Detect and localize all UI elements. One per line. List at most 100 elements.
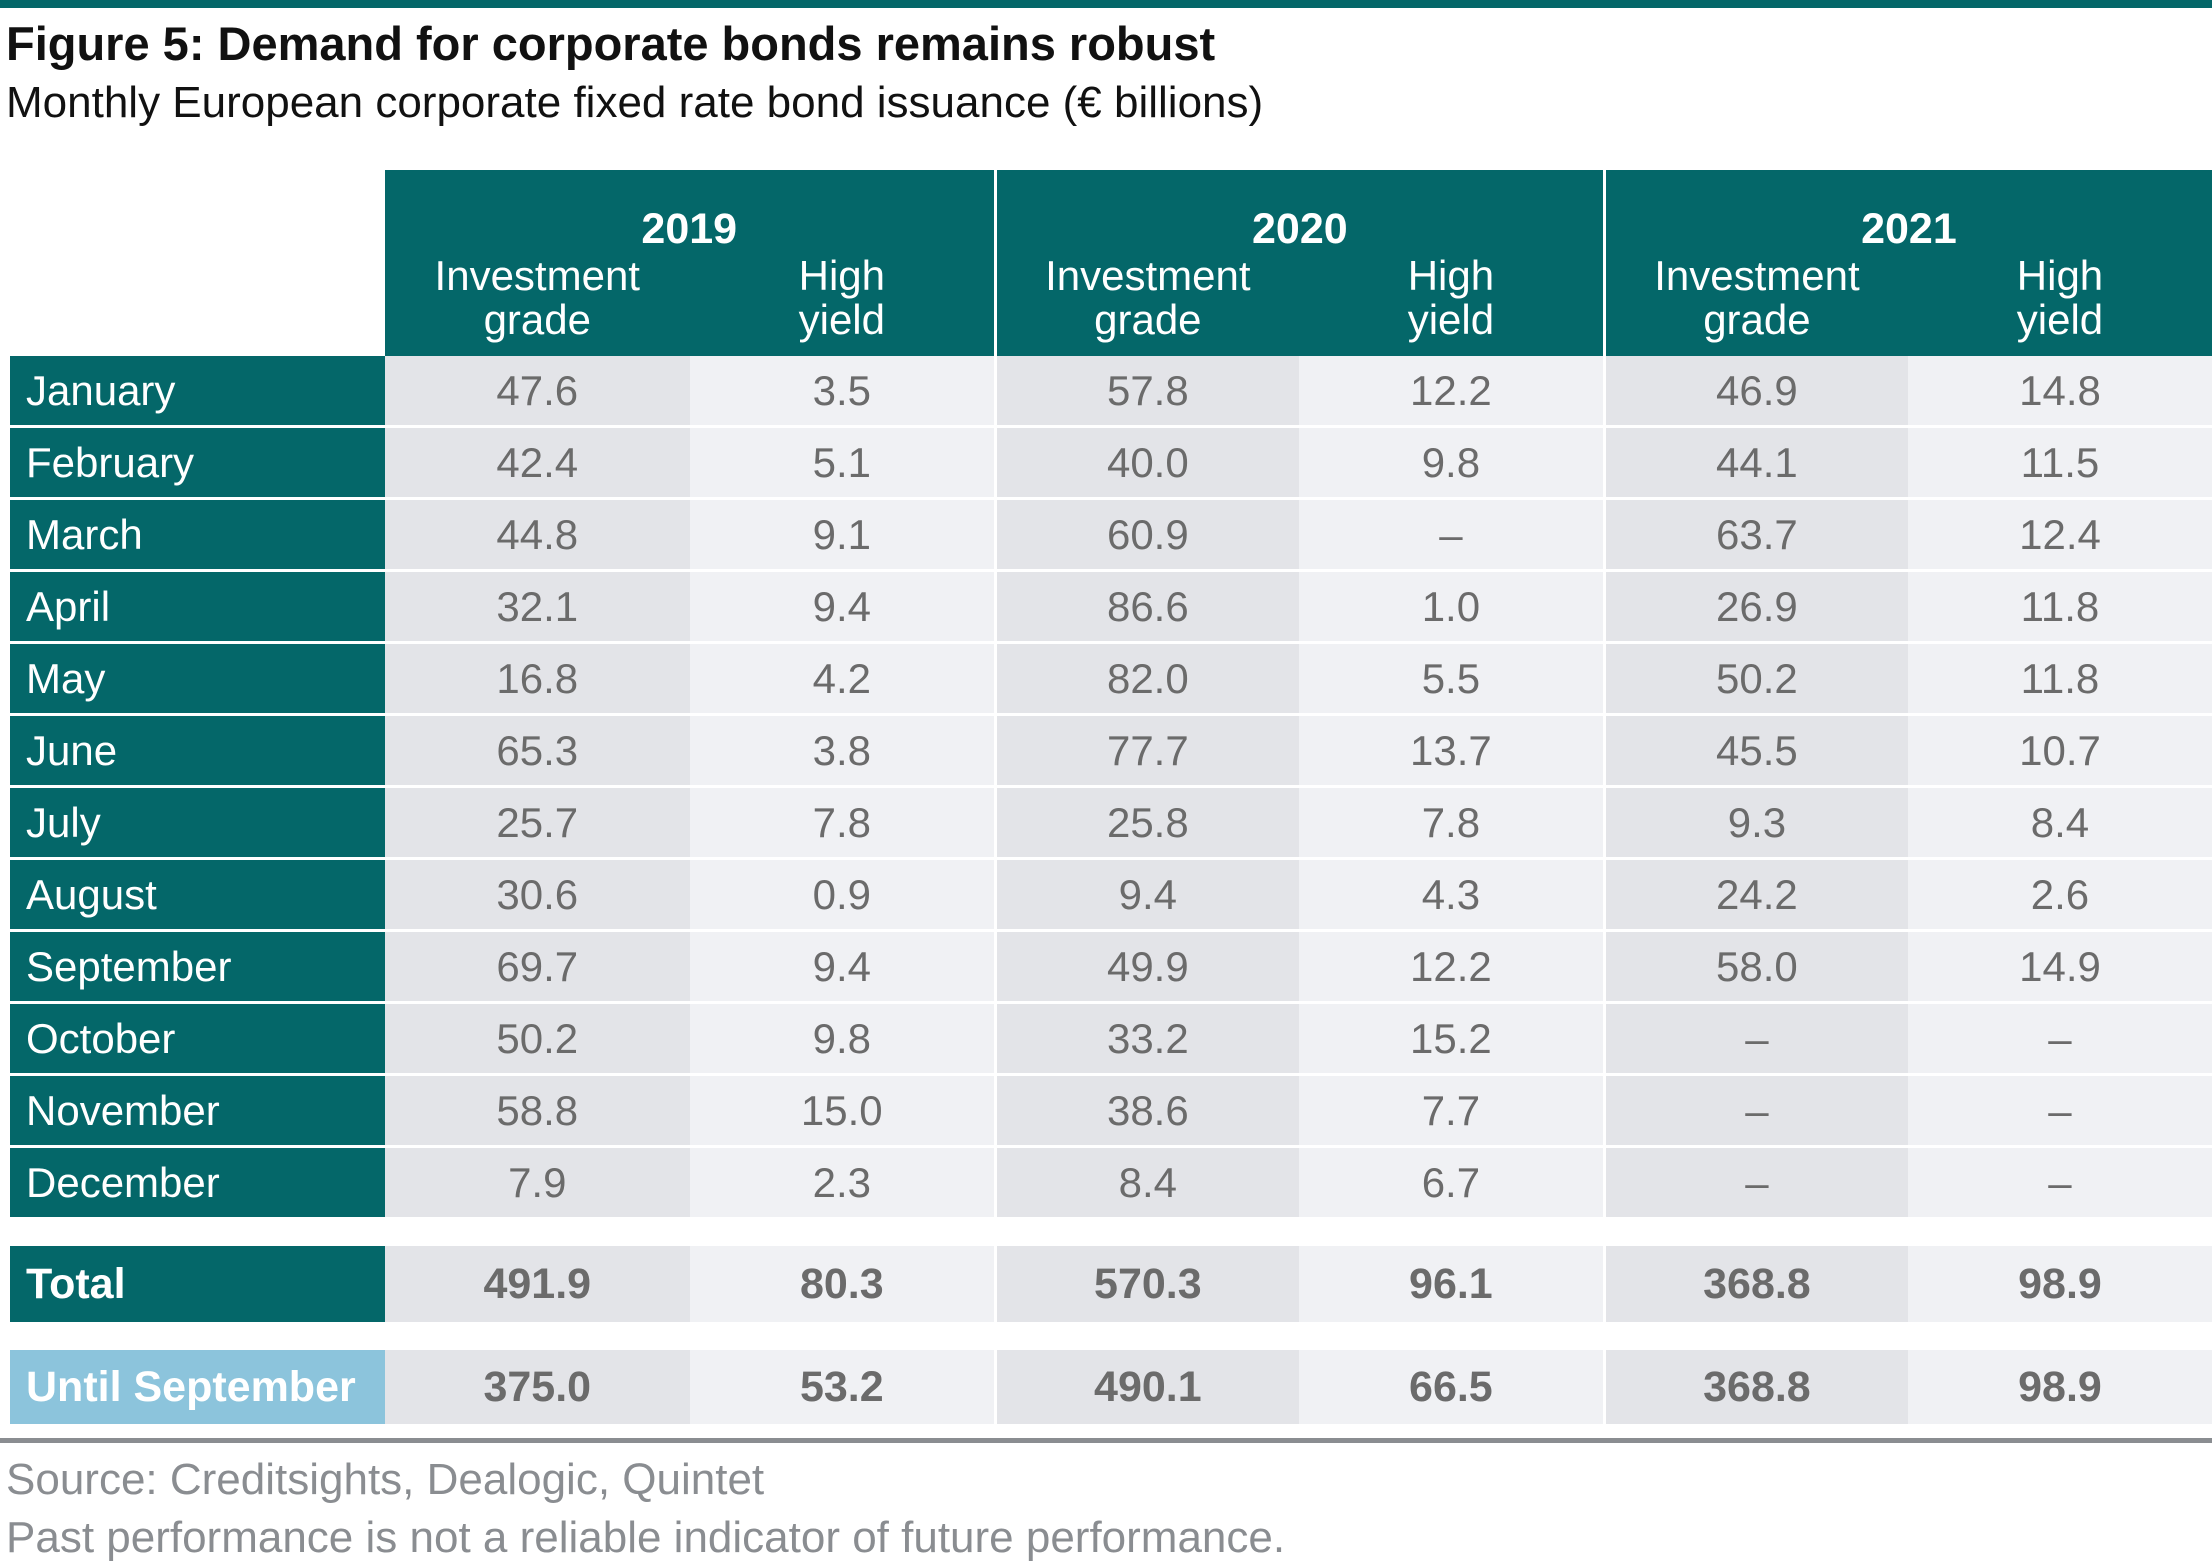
cell-value: 24.2	[1602, 860, 1908, 932]
month-label: August	[10, 860, 385, 932]
col-investment-grade-2020: Investment grade	[993, 254, 1299, 356]
table-row: April 32.1 9.4 86.6 1.0 26.9 11.8	[10, 572, 2212, 644]
month-label: October	[10, 1004, 385, 1076]
spacer-row	[10, 1220, 2212, 1246]
cell-value: 11.8	[1907, 572, 2212, 644]
category-header-row: Investment grade High yield Investment grad…	[10, 254, 2212, 356]
cell-value: 7.8	[1298, 788, 1603, 860]
figure-title: Figure 5: Demand for corporate bonds rem…	[6, 17, 1216, 70]
cell-value: 1.0	[1298, 572, 1603, 644]
total-value: 98.9	[1907, 1246, 2212, 1322]
cell-value: 9.8	[1298, 428, 1603, 500]
cell-value: 9.3	[1602, 788, 1908, 860]
cell-value: 50.2	[384, 1004, 690, 1076]
cell-value: 40.0	[993, 428, 1299, 500]
cell-value: 9.4	[689, 932, 994, 1004]
cell-value: 69.7	[384, 932, 690, 1004]
cell-value: 44.8	[384, 500, 690, 572]
until-september-value: 375.0	[384, 1350, 690, 1424]
cell-value: 9.4	[993, 860, 1299, 932]
col-investment-grade-2021: Investment grade	[1602, 254, 1908, 356]
cell-value: 38.6	[993, 1076, 1299, 1148]
cell-value: 46.9	[1602, 356, 1908, 428]
cell-value: 47.6	[384, 356, 690, 428]
until-september-value: 66.5	[1298, 1350, 1603, 1424]
table-row: May 16.8 4.2 82.0 5.5 50.2 11.8	[10, 644, 2212, 716]
cell-value: 16.8	[384, 644, 690, 716]
cell-value: 25.7	[384, 788, 690, 860]
month-label: May	[10, 644, 385, 716]
total-value: 80.3	[689, 1246, 994, 1322]
table-row: December 7.9 2.3 8.4 6.7 – –	[10, 1148, 2212, 1220]
cell-value: 82.0	[993, 644, 1299, 716]
cell-value: 3.8	[689, 716, 994, 788]
total-value: 96.1	[1298, 1246, 1603, 1322]
table-row: January 47.6 3.5 57.8 12.2 46.9 14.8	[10, 356, 2212, 428]
month-label: September	[10, 932, 385, 1004]
cell-value: –	[1602, 1148, 1908, 1220]
cell-value: 65.3	[384, 716, 690, 788]
cell-value: 49.9	[993, 932, 1299, 1004]
table-row: August 30.6 0.9 9.4 4.3 24.2 2.6	[10, 860, 2212, 932]
cell-value: 15.2	[1298, 1004, 1603, 1076]
year-header-2020: 2020	[993, 170, 1603, 254]
cell-value: 44.1	[1602, 428, 1908, 500]
total-label: Total	[10, 1246, 385, 1322]
header-corner-sub	[10, 254, 385, 356]
month-label: January	[10, 356, 385, 428]
until-september-value: 53.2	[689, 1350, 994, 1424]
cell-value: 8.4	[1907, 788, 2212, 860]
total-value: 368.8	[1602, 1246, 1908, 1322]
col-high-yield-2020: High yield	[1298, 254, 1603, 356]
cell-value: 12.2	[1298, 932, 1603, 1004]
cell-value: 45.5	[1602, 716, 1908, 788]
cell-value: –	[1298, 500, 1603, 572]
cell-value: 58.0	[1602, 932, 1908, 1004]
cell-value: 11.8	[1907, 644, 2212, 716]
cell-value: –	[1907, 1148, 2212, 1220]
until-september-row: Until September 375.0 53.2 490.1 66.5 36…	[10, 1350, 2212, 1424]
cell-value: 12.4	[1907, 500, 2212, 572]
month-label: November	[10, 1076, 385, 1148]
cell-value: 4.2	[689, 644, 994, 716]
cell-value: 3.5	[689, 356, 994, 428]
cell-value: 9.4	[689, 572, 994, 644]
cell-value: 6.7	[1298, 1148, 1603, 1220]
source-note: Source: Creditsights, Dealogic, Quintet	[6, 1455, 765, 1504]
cell-value: 10.7	[1907, 716, 2212, 788]
month-label: June	[10, 716, 385, 788]
cell-value: 9.8	[689, 1004, 994, 1076]
until-september-value: 490.1	[993, 1350, 1299, 1424]
cell-value: 14.9	[1907, 932, 2212, 1004]
cell-value: 86.6	[993, 572, 1299, 644]
header-corner	[10, 170, 385, 254]
cell-value: 7.9	[384, 1148, 690, 1220]
cell-value: 15.0	[689, 1076, 994, 1148]
cell-value: 58.8	[384, 1076, 690, 1148]
cell-value: –	[1602, 1004, 1908, 1076]
cell-value: 42.4	[384, 428, 690, 500]
until-september-value: 98.9	[1907, 1350, 2212, 1424]
cell-value: 9.1	[689, 500, 994, 572]
month-label: February	[10, 428, 385, 500]
cell-value: 60.9	[993, 500, 1299, 572]
table-row: July 25.7 7.8 25.8 7.8 9.3 8.4	[10, 788, 2212, 860]
table-row: February 42.4 5.1 40.0 9.8 44.1 11.5	[10, 428, 2212, 500]
until-september-label: Until September	[10, 1350, 385, 1424]
cell-value: 7.8	[689, 788, 994, 860]
total-value: 570.3	[993, 1246, 1299, 1322]
month-label: December	[10, 1148, 385, 1220]
table-row: September 69.7 9.4 49.9 12.2 58.0 14.9	[10, 932, 2212, 1004]
table-row: June 65.3 3.8 77.7 13.7 45.5 10.7	[10, 716, 2212, 788]
top-rule	[0, 0, 2212, 8]
month-label: March	[10, 500, 385, 572]
month-label: July	[10, 788, 385, 860]
bottom-rule	[0, 1438, 2212, 1443]
cell-value: 5.5	[1298, 644, 1603, 716]
cell-value: 26.9	[1602, 572, 1908, 644]
col-investment-grade-2019: Investment grade	[384, 254, 690, 356]
cell-value: –	[1907, 1004, 2212, 1076]
until-september-value: 368.8	[1602, 1350, 1908, 1424]
cell-value: 50.2	[1602, 644, 1908, 716]
cell-value: 77.7	[993, 716, 1299, 788]
